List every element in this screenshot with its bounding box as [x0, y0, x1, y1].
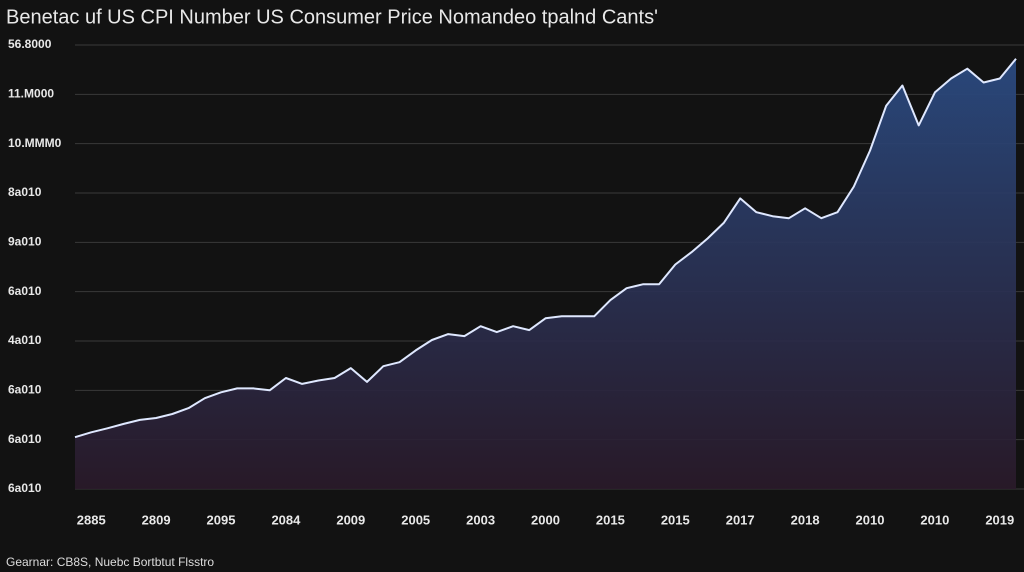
y-tick-label: 11.M000 — [8, 87, 54, 101]
x-tick-label: 2015 — [661, 512, 690, 527]
y-tick-label: 9a010 — [8, 235, 42, 249]
y-tick-label: 6a010 — [8, 432, 42, 446]
x-tick-label: 2010 — [856, 512, 885, 527]
footnote: Gearnar: CB8S, Nuebc Bortbtut Flsstro — [6, 555, 214, 569]
y-tick-label: 4a010 — [8, 333, 42, 347]
y-tick-label: 56.8000 — [8, 37, 52, 51]
x-tick-label: 2084 — [271, 512, 301, 527]
y-tick-label: 6a010 — [8, 481, 42, 495]
x-tick-label: 2000 — [531, 512, 560, 527]
x-tick-label: 2019 — [985, 512, 1014, 527]
x-tick-label: 2005 — [401, 512, 430, 527]
y-tick-label: 6a010 — [8, 383, 42, 397]
x-tick-label: 2809 — [142, 512, 171, 527]
x-tick-label: 2009 — [336, 512, 365, 527]
y-tick-label: 8a010 — [8, 185, 42, 199]
area — [75, 58, 1016, 490]
chart-title: Benetac uf US CPI Number US Consumer Pri… — [6, 6, 658, 28]
x-tick-label: 2015 — [596, 512, 625, 527]
line — [74, 58, 1017, 439]
x-tick-label: 2885 — [77, 512, 106, 527]
x-tick-label: 2017 — [726, 512, 755, 527]
x-tick-label: 2010 — [920, 512, 949, 527]
x-tick-label: 2018 — [791, 512, 820, 527]
y-tick-label: 6a010 — [8, 284, 42, 298]
x-tick-label: 2095 — [207, 512, 236, 527]
y-tick-label: 10.MMM0 — [8, 136, 62, 150]
x-tick-label: 2003 — [466, 512, 495, 527]
